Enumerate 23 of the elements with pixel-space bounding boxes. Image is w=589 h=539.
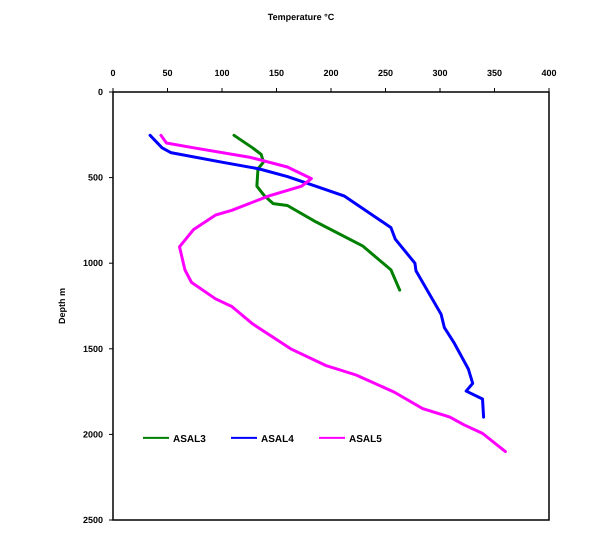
chart-title: Temperature °C [268,12,335,22]
line-series [159,134,507,454]
x-tick-label: 400 [541,68,557,78]
legend-label: ASAL3 [173,434,206,445]
legend-label: ASAL4 [261,434,294,445]
x-tick-label: 350 [486,68,502,78]
x-tick-label: 300 [432,68,448,78]
x-tick-label: 50 [162,68,173,78]
x-tick-label: 150 [268,68,284,78]
y-axis-title: Depth m [57,288,67,324]
y-tick-label: 500 [88,172,103,183]
x-tick-label: 200 [323,68,339,78]
y-tick-label: 1500 [82,344,103,354]
y-tick-label: 2500 [82,515,103,525]
y-tick-label: 0 [98,87,103,97]
y-tick-label: 1000 [82,258,103,268]
line-series [148,134,486,419]
line-series [232,134,402,292]
legend-label: ASAL5 [349,434,382,445]
y-tick-label: 2000 [82,429,103,440]
x-tick-label: 0 [110,68,116,78]
x-tick-label: 100 [214,68,230,78]
x-tick-label: 250 [378,68,394,78]
